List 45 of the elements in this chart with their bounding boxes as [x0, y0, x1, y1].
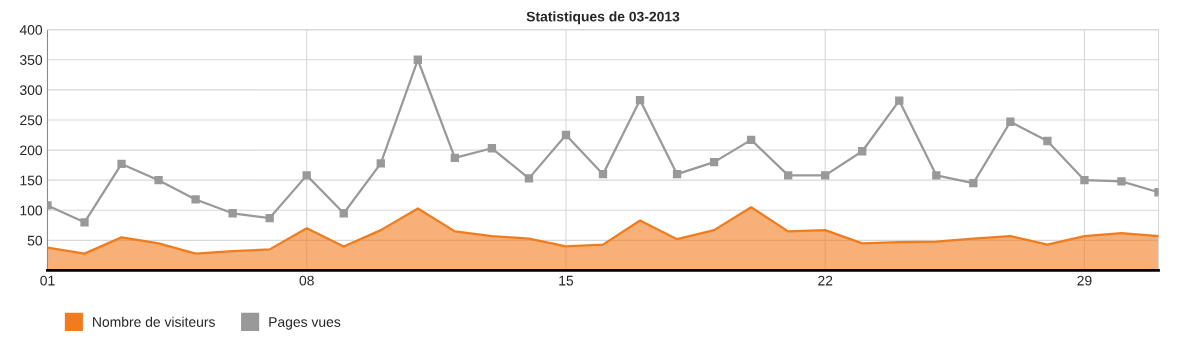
point: [1080, 176, 1089, 185]
x-tick-label: 08: [299, 275, 314, 286]
point: [265, 213, 274, 223]
point: [969, 179, 978, 188]
point: [413, 55, 422, 64]
legend-label: Nombre de visiteurs: [93, 316, 215, 327]
point: [561, 130, 571, 140]
y-tick-label: 350: [19, 55, 43, 65]
y-tick-label: 300: [19, 85, 43, 96]
y-tick-label: 100: [20, 205, 43, 216]
point: [228, 209, 237, 218]
point: [302, 171, 311, 180]
point: [635, 95, 645, 105]
point: [487, 144, 497, 153]
y-tick-label: 200: [20, 145, 43, 156]
y-tick-label: 50: [27, 235, 43, 246]
point: [709, 157, 719, 167]
point: [191, 195, 200, 204]
point: [1043, 136, 1052, 146]
point: [524, 174, 534, 183]
point: [598, 169, 608, 179]
y-tick-label: 250: [20, 115, 43, 126]
point: [1006, 117, 1015, 126]
y-tick-label: 400: [19, 25, 43, 35]
point: [117, 159, 126, 169]
point: [376, 159, 385, 168]
point: [858, 147, 867, 156]
point: [450, 153, 460, 163]
point: [895, 96, 904, 105]
point: [339, 209, 348, 218]
legend-label: Pages vues: [269, 317, 341, 330]
point: [821, 171, 830, 180]
x-tick-label: 15: [559, 275, 574, 286]
x-tick-label: 29: [1077, 275, 1092, 286]
x-tick-label: 01: [40, 275, 55, 286]
chart-title: Statistiques de 03-2013: [526, 11, 680, 25]
y-tick-label: 150: [20, 175, 43, 186]
point: [746, 135, 756, 144]
point: [80, 218, 89, 227]
point: [672, 169, 682, 179]
point: [154, 176, 163, 185]
point: [932, 171, 941, 180]
point: [1117, 177, 1126, 186]
point: [784, 171, 793, 180]
x-tick-label: 22: [818, 275, 833, 286]
